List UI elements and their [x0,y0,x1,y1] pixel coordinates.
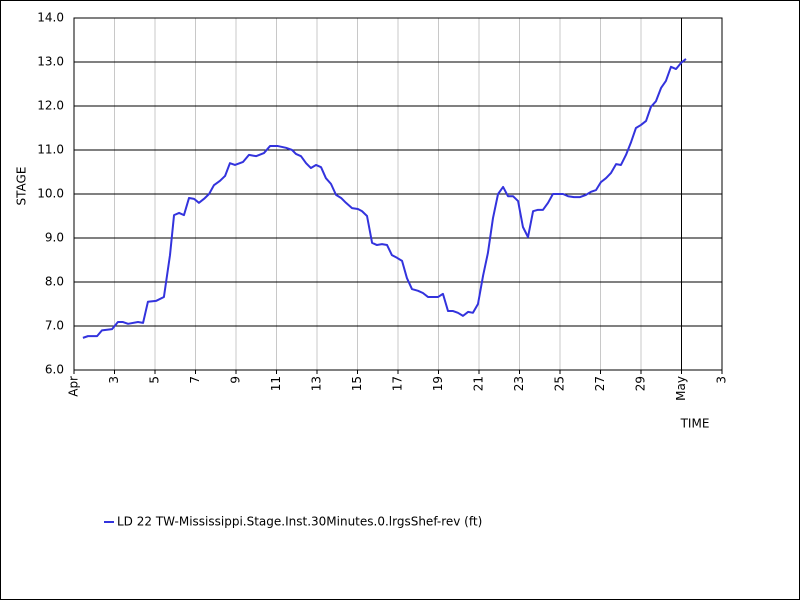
y-axis-label: STAGE [15,167,29,206]
x-tick-label: 7 [188,376,202,384]
x-tick-label: 9 [229,376,243,384]
data-line [82,58,687,339]
x-axis-label: TIME [680,417,710,431]
y-tick-label: 12.0 [37,99,64,113]
plot-border [73,17,723,371]
y-tick-label: 13.0 [37,55,64,69]
x-tick-label: 11 [269,376,283,391]
y-tick-label: 11.0 [37,143,64,157]
x-tick-label: 15 [350,376,364,391]
legend-label: LD 22 TW-Mississippi.Stage.Inst.30Minute… [117,515,482,529]
y-tick-label: 9.0 [45,231,64,245]
y-tick-label: 10.0 [37,187,64,201]
y-tick-label: 6.0 [45,363,64,377]
y-tick-label: 7.0 [45,319,64,333]
x-tick-label: 3 [715,376,729,384]
x-tick-label: 21 [472,376,486,391]
x-tick-label: 27 [593,376,607,391]
x-tick-label: 5 [148,376,162,384]
x-tick-label: 19 [431,376,445,391]
x-tick-label: May [674,376,688,401]
x-tick-label: 13 [310,376,324,391]
y-tick-label: 14.0 [37,11,64,25]
x-tick-label: 3 [107,376,121,384]
y-tick-label: 8.0 [45,275,64,289]
x-tick-label: 25 [553,376,567,391]
x-tick-label: 17 [391,376,405,391]
x-tick-label: 29 [634,376,648,391]
x-tick-label: Apr [67,376,81,397]
x-tick-label: 23 [512,376,526,391]
